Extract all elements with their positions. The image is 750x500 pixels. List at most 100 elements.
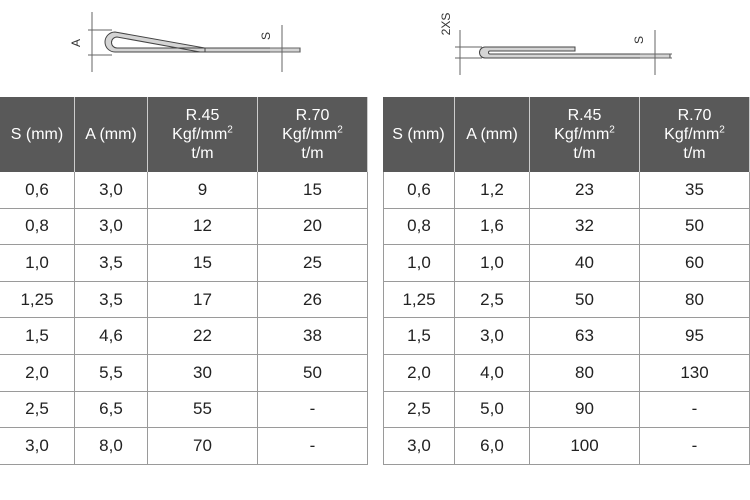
table-cell: 0,6 — [383, 172, 455, 209]
table-cell: 1,5 — [383, 318, 455, 355]
table-cell: 6,0 — [455, 428, 530, 465]
table-cell: 80 — [530, 355, 640, 392]
table-cell: 50 — [530, 281, 640, 319]
table-cell: 3,0 — [383, 428, 455, 465]
header-cell: A (mm) — [75, 97, 148, 172]
table-cell: 70 — [148, 428, 258, 465]
table-cell: 2,5 — [455, 281, 530, 319]
header-line: t/m — [573, 144, 595, 163]
header-line: S (mm) — [11, 125, 63, 144]
table-cell: 130 — [640, 355, 750, 392]
table-cell: 90 — [530, 391, 640, 429]
table-cell: - — [258, 391, 368, 429]
header-cell: S (mm) — [0, 97, 75, 172]
dimension-label: S — [259, 32, 273, 40]
table-cell: 63 — [530, 318, 640, 355]
flat-fold-diagram — [455, 30, 672, 75]
table-cell: 4,6 — [75, 318, 148, 355]
table-cell: 1,5 — [0, 318, 75, 355]
table-cell: 2,5 — [0, 391, 75, 429]
header-line: Kgf/mm2 — [554, 125, 615, 144]
header-cell: R.45 Kgf/mm2 t/m — [148, 97, 258, 172]
table-cell: 1,0 — [0, 245, 75, 282]
table-cell: 8,0 — [75, 428, 148, 465]
table-cell: 15 — [148, 245, 258, 282]
table-cell: 1,25 — [0, 281, 75, 319]
header-line: A (mm) — [85, 125, 137, 144]
table-cell: 32 — [530, 208, 640, 246]
table-cell: 2,0 — [0, 355, 75, 392]
table-cell: 35 — [640, 172, 750, 209]
table-cell: 30 — [148, 355, 258, 392]
header-text: A (mm) — [85, 126, 137, 143]
header-line: t/m — [301, 144, 323, 163]
table-cell: 12 — [148, 208, 258, 246]
table-cell: 0,6 — [0, 172, 75, 209]
header-line: Kgf/mm2 — [172, 125, 233, 144]
table-cell: 80 — [640, 281, 750, 319]
table-cell: 2,5 — [383, 391, 455, 429]
header-text: Kgf/mm — [554, 126, 610, 143]
table-cell: 1,6 — [455, 208, 530, 246]
header-text: t/m — [191, 145, 214, 162]
header-text: t/m — [573, 145, 596, 162]
table-cell: 25 — [258, 245, 368, 282]
header-cell: R.70 Kgf/mm2 t/m — [258, 97, 368, 172]
header-text: S (mm) — [10, 126, 64, 143]
table-cell: 50 — [258, 355, 368, 392]
table-cell: 26 — [258, 281, 368, 319]
header-line: R.45 — [186, 106, 220, 125]
header-text: R.45 — [185, 107, 220, 124]
header-cell: R.70 Kgf/mm2 t/m — [640, 97, 750, 172]
superscript: 2 — [609, 124, 615, 136]
header-line: t/m — [683, 144, 705, 163]
table-cell: - — [640, 391, 750, 429]
header-text: R.70 — [295, 107, 330, 124]
header-text: A (mm) — [466, 126, 518, 143]
header-cell: S (mm) — [383, 97, 455, 172]
table-cell: 9 — [148, 172, 258, 209]
table-cell: - — [258, 428, 368, 465]
header-line: t/m — [191, 144, 213, 163]
table-cell: 23 — [530, 172, 640, 209]
table-cell: 6,5 — [75, 391, 148, 429]
table-cell: 22 — [148, 318, 258, 355]
table-cell: 15 — [258, 172, 368, 209]
table-cell: 1,0 — [455, 245, 530, 282]
header-cell: A (mm) — [455, 97, 530, 172]
header-line: S (mm) — [392, 125, 444, 144]
superscript: 2 — [227, 124, 233, 136]
header-line: R.45 — [568, 106, 602, 125]
table-cell: 5,5 — [75, 355, 148, 392]
header-text: R.45 — [567, 107, 602, 124]
table-cell: 5,0 — [455, 391, 530, 429]
dimension-label: 2XS — [439, 13, 453, 36]
table-cell: 50 — [640, 208, 750, 246]
dimension-label: A — [69, 39, 83, 47]
header-cell: R.45 Kgf/mm2 t/m — [530, 97, 640, 172]
table-cell: 3,0 — [75, 208, 148, 246]
superscript: 2 — [337, 124, 343, 136]
header-text: t/m — [301, 145, 324, 162]
table-cell: 20 — [258, 208, 368, 246]
table-cell: 1,25 — [383, 281, 455, 319]
header-text: Kgf/mm — [172, 126, 228, 143]
table-cell: 17 — [148, 281, 258, 319]
header-line: Kgf/mm2 — [282, 125, 343, 144]
header-text: t/m — [683, 145, 706, 162]
header-line: Kgf/mm2 — [664, 125, 725, 144]
table-cell: 60 — [640, 245, 750, 282]
table-cell: - — [640, 428, 750, 465]
diagrams: A S 2XS S — [69, 12, 672, 75]
header-line: R.70 — [296, 106, 330, 125]
hairpin-diagram — [88, 12, 301, 72]
table-cell: 3,5 — [75, 245, 148, 282]
header-line: A (mm) — [466, 125, 518, 144]
table-cell: 4,0 — [455, 355, 530, 392]
table-cell: 3,0 — [75, 172, 148, 209]
table-cell: 95 — [640, 318, 750, 355]
header-text: Kgf/mm — [282, 126, 338, 143]
superscript: 2 — [719, 124, 725, 136]
header-text: Kgf/mm — [664, 126, 720, 143]
